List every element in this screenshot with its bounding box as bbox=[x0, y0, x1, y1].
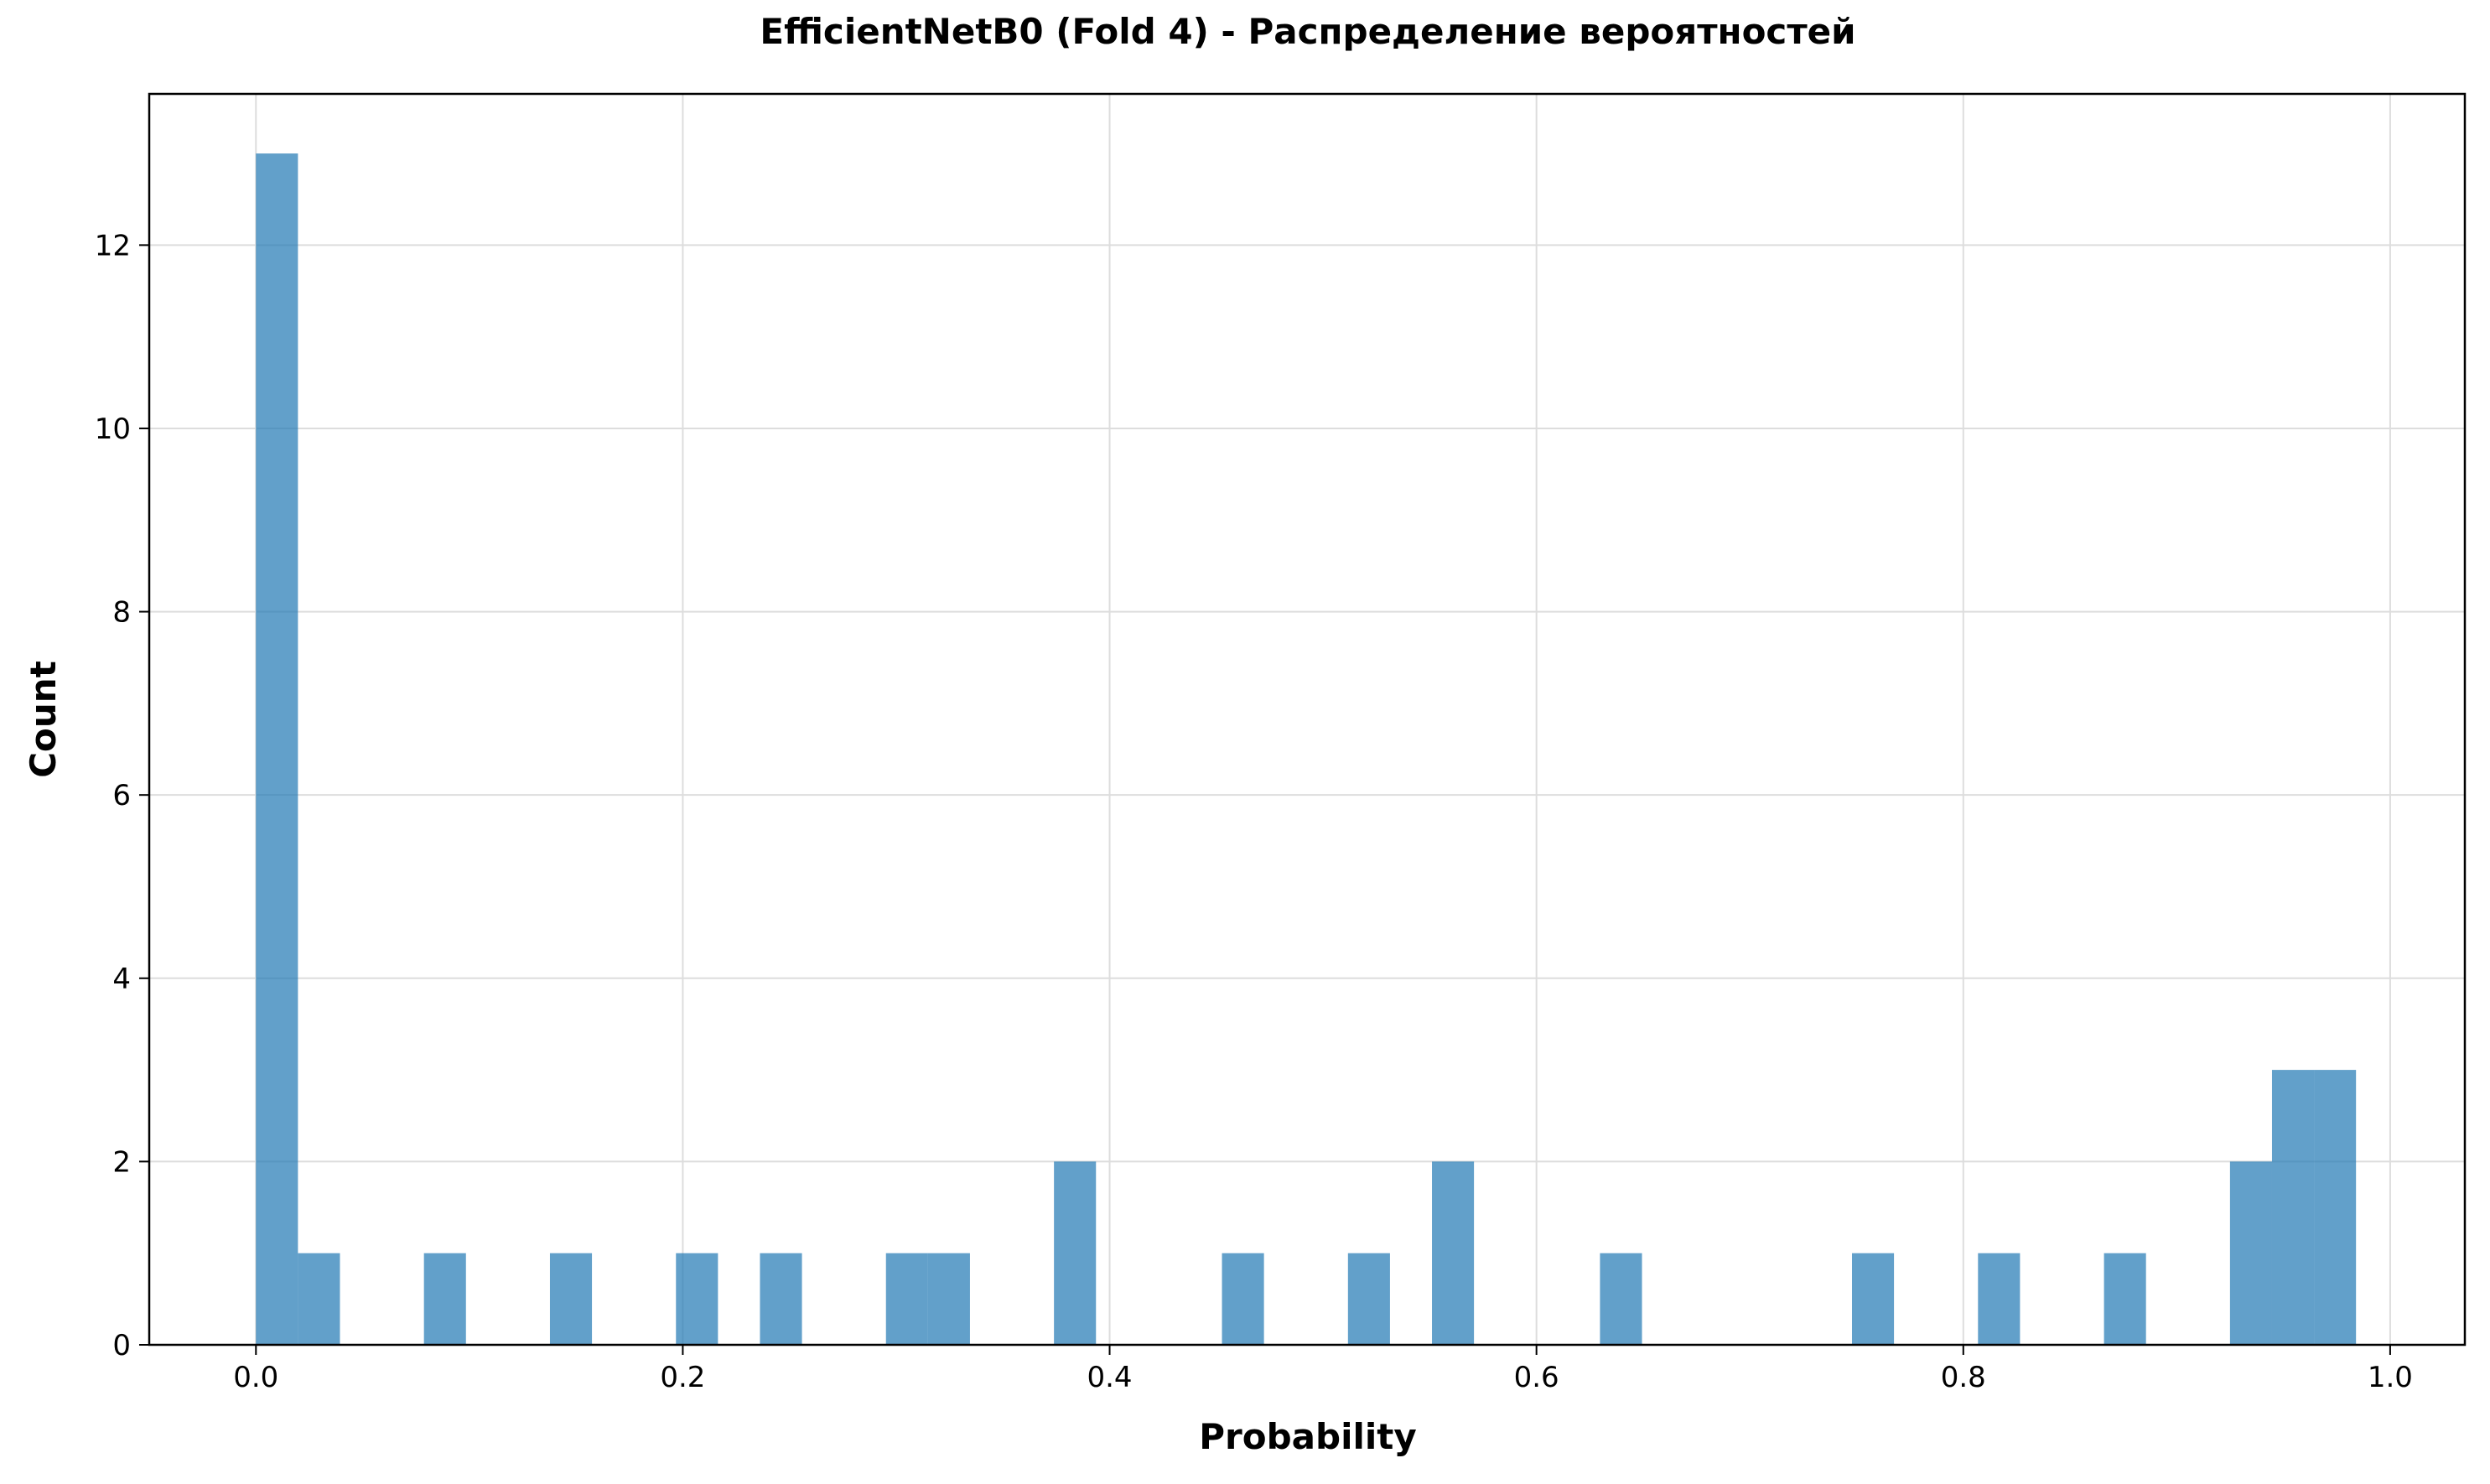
histogram-bar-13 bbox=[1851, 1253, 1895, 1345]
x-tick-label-3: 0.6 bbox=[1514, 1361, 1559, 1394]
x-tick-label-1: 0.2 bbox=[660, 1361, 705, 1394]
y-tick-label-0: 0 bbox=[112, 1329, 131, 1362]
histogram-bar-16 bbox=[2229, 1161, 2272, 1345]
tick-layer: 0.0 0.2 0.4 0.6 0.8 1.0 0 2 4 6 8 10 12 bbox=[95, 229, 2413, 1394]
x-axis-label: Probability bbox=[1199, 1416, 1416, 1457]
x-tick-label-0: 0.0 bbox=[233, 1361, 278, 1394]
y-tick-label-4: 8 bbox=[112, 596, 131, 630]
x-tick-label-2: 0.4 bbox=[1087, 1361, 1132, 1394]
x-tick-label-5: 1.0 bbox=[2368, 1361, 2413, 1394]
histogram-bar-10 bbox=[1347, 1253, 1390, 1345]
plot-frame bbox=[148, 92, 2467, 1346]
y-axis-label: Count bbox=[23, 661, 64, 778]
histogram-bar-14 bbox=[1978, 1253, 2021, 1345]
histogram-bar-9 bbox=[1222, 1253, 1264, 1345]
histogram-bar-11 bbox=[1432, 1161, 1475, 1345]
histogram-bar-5 bbox=[760, 1253, 802, 1345]
histogram-bar-4 bbox=[676, 1253, 718, 1345]
y-tick-label-6: 12 bbox=[95, 229, 131, 262]
histogram-bar-1 bbox=[298, 1253, 340, 1345]
histogram-bar-0 bbox=[256, 153, 298, 1346]
histogram-bar-12 bbox=[1600, 1253, 1642, 1345]
histogram-bar-7 bbox=[927, 1253, 970, 1345]
histogram-bar-15 bbox=[2104, 1253, 2146, 1345]
y-tick-label-2: 4 bbox=[112, 963, 131, 996]
x-tick-label-4: 0.8 bbox=[1941, 1361, 1986, 1394]
histogram-bar-8 bbox=[1054, 1161, 1097, 1345]
histogram-bar-6 bbox=[885, 1253, 928, 1345]
y-tick-label-1: 2 bbox=[112, 1145, 131, 1179]
histogram-bar-2 bbox=[423, 1253, 466, 1345]
grid-layer bbox=[149, 94, 2465, 1346]
y-tick-label-5: 10 bbox=[95, 413, 131, 446]
histogram-bar-3 bbox=[549, 1253, 593, 1345]
histogram-bar-18 bbox=[2314, 1070, 2357, 1345]
y-tick-label-3: 6 bbox=[112, 779, 131, 812]
chart-title: EfficientNetB0 (Fold 4) - Распределение … bbox=[760, 11, 1855, 52]
histogram-bar-17 bbox=[2271, 1070, 2315, 1345]
bar-layer bbox=[256, 153, 2357, 1346]
